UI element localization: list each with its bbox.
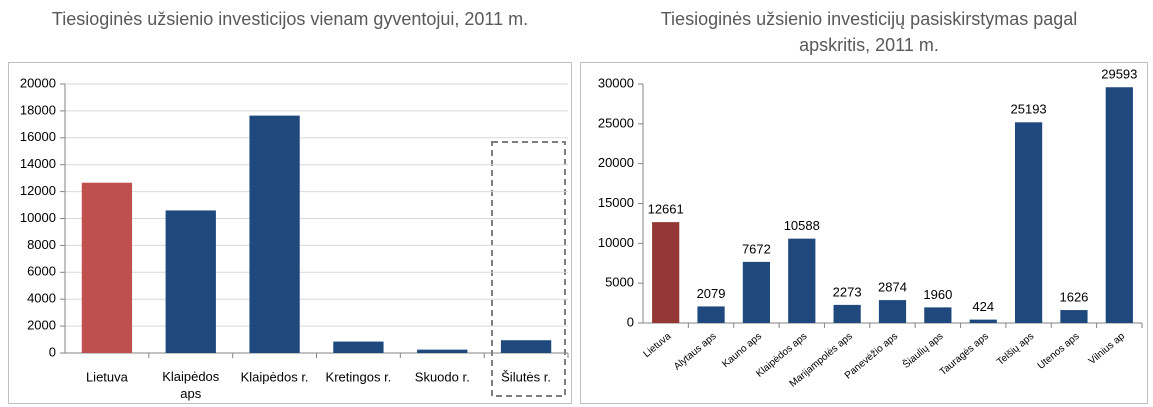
bar [969, 319, 997, 323]
bar [500, 340, 552, 353]
x-tick-label: Klaipėdos aps [162, 369, 220, 401]
bar [165, 210, 216, 353]
data-label: 29593 [1101, 67, 1137, 82]
bar [742, 261, 771, 323]
y-tick-label: 14000 [20, 156, 56, 171]
y-tick-label: 6000 [27, 264, 56, 279]
x-tick-label: Skuodo r. [415, 369, 470, 384]
y-tick-label: 12000 [20, 183, 56, 198]
data-label: 2273 [833, 284, 862, 299]
bar [878, 300, 907, 323]
data-label: 10588 [784, 218, 820, 233]
data-label: 2079 [697, 286, 726, 301]
bar [697, 306, 725, 323]
data-label: 1960 [923, 287, 952, 302]
y-tick-label: 20000 [20, 75, 56, 90]
bar [1014, 122, 1043, 323]
y-tick-label: 15000 [598, 195, 634, 210]
y-tick-label: 20000 [598, 155, 634, 170]
highlight-box [491, 141, 566, 397]
y-tick-label: 8000 [27, 237, 56, 252]
y-tick-label: 10000 [20, 210, 56, 225]
x-tick-label: Lietuva [86, 369, 129, 384]
data-label: 2874 [878, 280, 907, 295]
y-tick-label: 2000 [27, 318, 56, 333]
y-tick-label: 0 [627, 314, 634, 329]
bar [924, 307, 952, 323]
data-label: 25193 [1011, 102, 1047, 117]
bar [652, 222, 680, 323]
bar [249, 115, 300, 353]
bar [333, 341, 384, 353]
bar [1105, 87, 1133, 323]
bar [833, 304, 861, 323]
chart-title: Tiesioginės užsienio investicijos vienam… [51, 9, 529, 29]
x-tick-label: Kretingos r. [326, 369, 392, 384]
bar [788, 238, 816, 323]
y-tick-label: 30000 [598, 75, 634, 90]
y-tick-label: 10000 [598, 235, 634, 250]
bar [1060, 310, 1088, 323]
chart-title: Tiesioginės užsienio investicijų pasiski… [660, 9, 1078, 55]
y-tick-label: 5000 [605, 275, 634, 290]
x-tick-label: Klaipėdos r. [241, 369, 309, 384]
y-tick-label: 18000 [20, 102, 56, 117]
data-label: 12661 [648, 202, 684, 217]
data-label: 7672 [742, 241, 771, 256]
data-label: 424 [972, 299, 994, 314]
y-tick-label: 0 [49, 344, 56, 359]
bar [81, 182, 133, 353]
bar [417, 349, 468, 353]
data-label: 1626 [1059, 289, 1088, 304]
x-tick-label: Šilutės r. [501, 369, 551, 384]
y-tick-label: 16000 [20, 129, 56, 144]
y-tick-label: 4000 [27, 291, 56, 306]
y-tick-label: 25000 [598, 115, 634, 130]
